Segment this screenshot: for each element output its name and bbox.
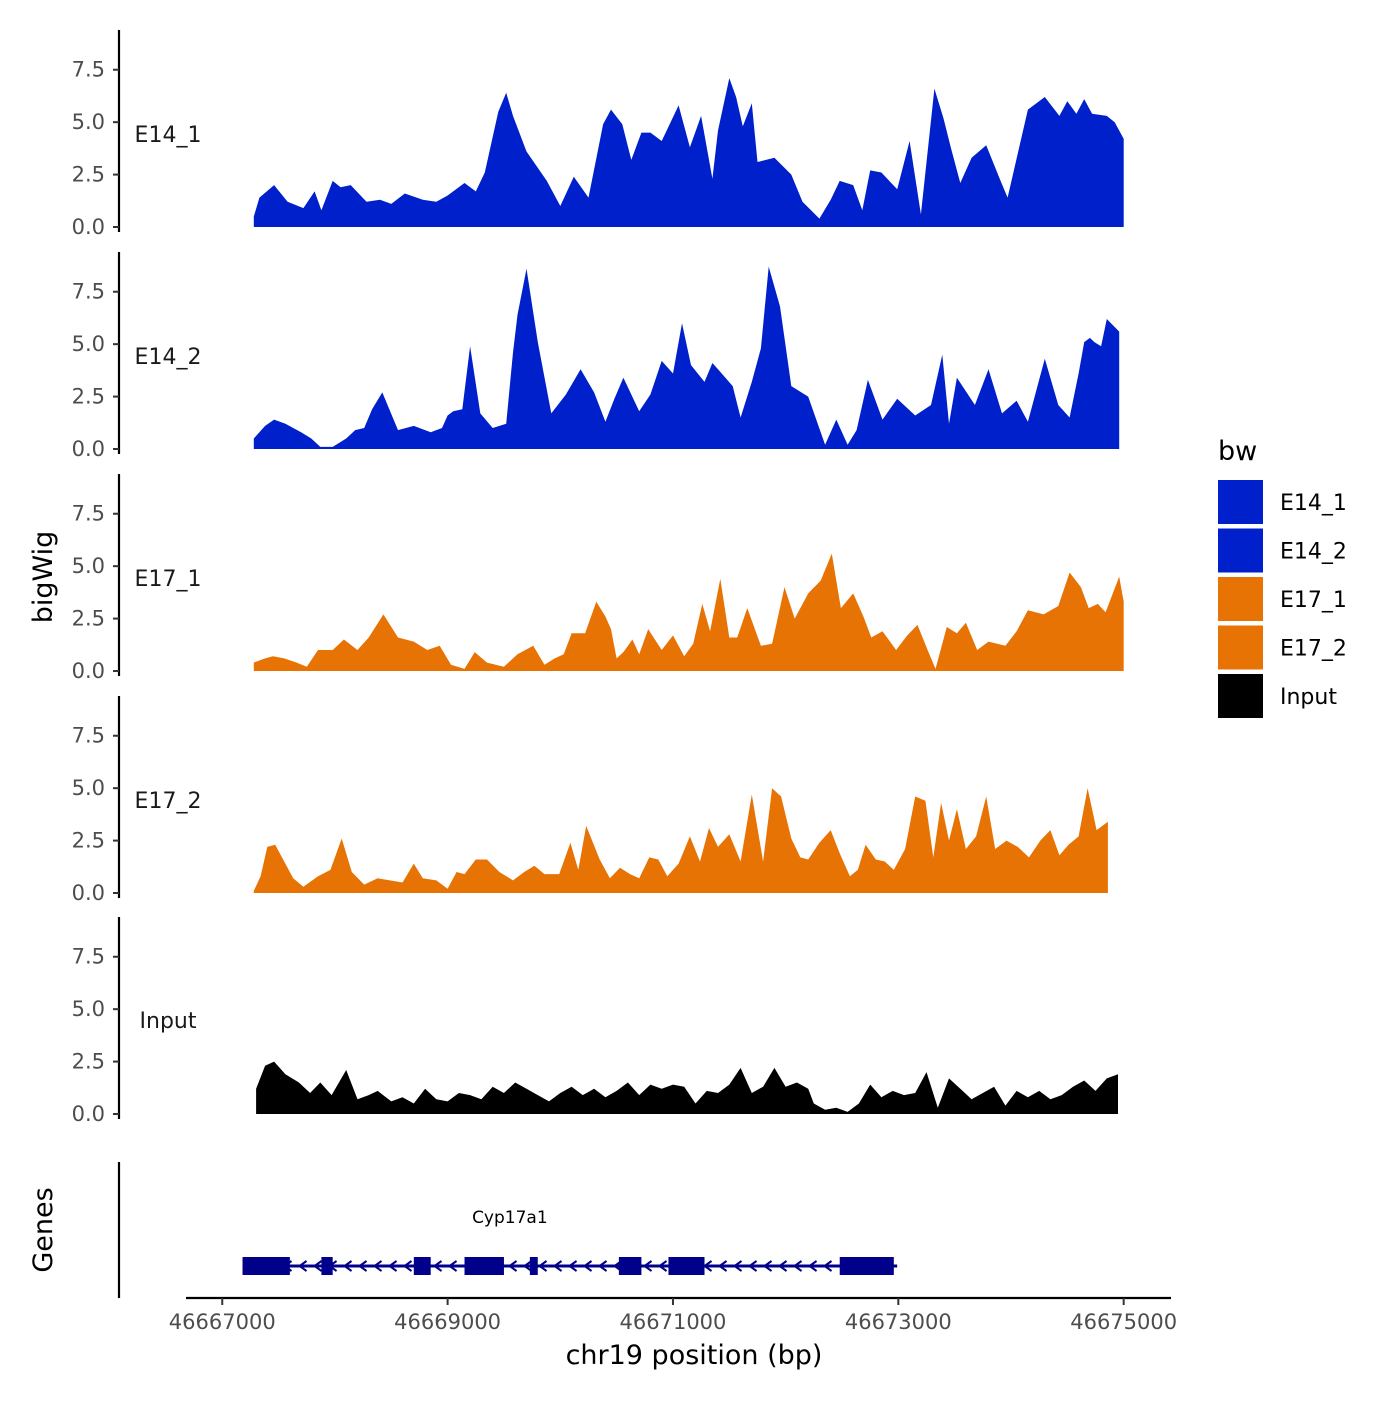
y-tick-label: 7.5 (72, 58, 105, 82)
track-label-e17-2: E17_2 (135, 789, 202, 814)
strand-arrow (342, 1260, 353, 1272)
strand-arrow (777, 1260, 788, 1272)
y-tick-label: 0.0 (72, 1102, 105, 1126)
strand-arrow (702, 1260, 713, 1272)
strand-arrow (597, 1260, 608, 1272)
strand-arrow (807, 1260, 818, 1272)
legend-title: bw (1218, 436, 1257, 467)
y-tick-label: 5.0 (72, 554, 105, 578)
y-tick-label: 2.5 (72, 385, 105, 409)
track-label-e14-2: E14_2 (135, 345, 202, 370)
x-tick-label: 46673000 (845, 1310, 952, 1334)
gene-exon (464, 1257, 504, 1275)
signal-area-e14-1 (253, 78, 1124, 227)
strand-arrow (642, 1260, 653, 1272)
strand-arrow (657, 1260, 668, 1272)
y-tick-label: 7.5 (72, 945, 105, 969)
track-label-e17-1: E17_1 (135, 567, 202, 592)
legend-label: E17_1 (1280, 588, 1347, 613)
strand-arrow (552, 1260, 563, 1272)
gene-exon (413, 1257, 431, 1275)
y-tick-label: 0.0 (72, 215, 105, 239)
legend-swatch-e17-1 (1218, 577, 1263, 621)
y-tick-label: 7.5 (72, 502, 105, 526)
y-tick-label: 0.0 (72, 881, 105, 905)
legend-swatch-input (1218, 674, 1263, 718)
strand-arrow (522, 1260, 533, 1272)
y-tick-label: 2.5 (72, 163, 105, 187)
strand-arrow (297, 1260, 308, 1272)
x-axis-title: chr19 position (bp) (566, 1340, 823, 1371)
strand-arrow (582, 1260, 593, 1272)
strand-arrow (447, 1260, 458, 1272)
gene-exon (839, 1257, 894, 1275)
x-tick-label: 46675000 (1070, 1310, 1177, 1334)
strand-arrow (372, 1260, 383, 1272)
strand-arrow (387, 1260, 398, 1272)
y-axis-title: bigWig (28, 531, 59, 624)
signal-area-input (256, 1061, 1119, 1114)
gene-label-cyp17a1: Cyp17a1 (472, 1208, 548, 1228)
gene-exon (668, 1257, 705, 1275)
legend-label: E17_2 (1280, 637, 1347, 662)
x-tick-label: 46667000 (169, 1310, 276, 1334)
strand-arrow (432, 1260, 443, 1272)
signal-area-e17-2 (253, 788, 1108, 893)
signal-area-e14-2 (253, 266, 1120, 449)
gene-exon (321, 1257, 333, 1275)
genes-axis-title: Genes (28, 1187, 59, 1272)
y-tick-label: 7.5 (72, 724, 105, 748)
y-tick-label: 5.0 (72, 997, 105, 1021)
strand-arrow (312, 1260, 323, 1272)
signal-area-e17-1 (253, 553, 1124, 671)
strand-arrow (537, 1260, 548, 1272)
y-tick-label: 5.0 (72, 110, 105, 134)
y-tick-label: 0.0 (72, 437, 105, 461)
strand-arrow (762, 1260, 773, 1272)
x-tick-label: 46669000 (394, 1310, 501, 1334)
strand-arrow (717, 1260, 728, 1272)
y-tick-label: 5.0 (72, 776, 105, 800)
gene-exon (529, 1257, 538, 1275)
track-label-input: Input (140, 1009, 197, 1034)
legend-label: E14_2 (1280, 540, 1347, 565)
strand-arrow (732, 1260, 743, 1272)
strand-arrow (357, 1260, 368, 1272)
strand-arrow (507, 1260, 518, 1272)
y-tick-label: 7.5 (72, 280, 105, 304)
strand-arrow (567, 1260, 578, 1272)
strand-arrow (402, 1260, 413, 1272)
legend-swatch-e17-2 (1218, 625, 1263, 670)
legend-label: E14_1 (1280, 491, 1347, 516)
legend-swatch-e14-2 (1218, 528, 1263, 573)
legend-label: Input (1280, 685, 1337, 710)
strand-arrow (792, 1260, 803, 1272)
y-tick-label: 0.0 (72, 659, 105, 683)
track-label-e14-1: E14_1 (135, 123, 202, 148)
y-tick-label: 2.5 (72, 1050, 105, 1074)
y-tick-label: 2.5 (72, 829, 105, 853)
legend-swatch-e14-1 (1218, 480, 1263, 524)
x-tick-label: 46671000 (620, 1310, 727, 1334)
strand-arrow (822, 1260, 833, 1272)
gene-exon (242, 1257, 290, 1275)
gene-exon (618, 1257, 642, 1275)
y-tick-label: 5.0 (72, 332, 105, 356)
y-tick-label: 2.5 (72, 607, 105, 631)
strand-arrow (747, 1260, 758, 1272)
